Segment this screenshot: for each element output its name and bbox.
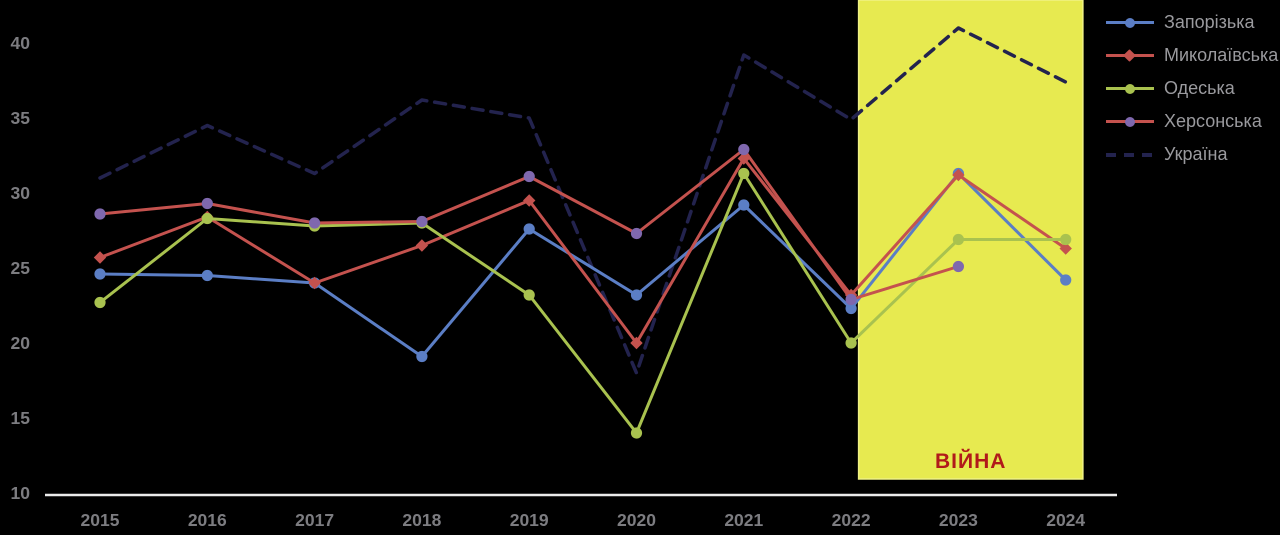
y-tick-label: 25 <box>11 258 31 278</box>
x-tick-label: 2017 <box>295 510 334 530</box>
data-point-marker <box>1059 242 1072 255</box>
x-tick-label: 2018 <box>402 510 441 530</box>
data-point-marker <box>952 233 965 246</box>
data-point-marker <box>737 152 750 165</box>
legend-label: Україна <box>1164 144 1228 164</box>
data-point-marker <box>309 217 321 229</box>
data-point-marker <box>93 251 107 264</box>
x-tick-label: 2021 <box>724 510 763 530</box>
data-point-marker <box>952 260 965 273</box>
data-point-marker <box>630 336 643 350</box>
data-point-marker <box>630 427 643 439</box>
data-point-marker <box>523 170 535 183</box>
data-point-marker <box>201 269 213 282</box>
data-point-marker <box>416 215 428 228</box>
data-point-marker <box>523 194 536 207</box>
x-tick-label: 2023 <box>939 510 978 530</box>
data-point-marker <box>416 350 428 363</box>
data-point-marker <box>201 197 213 210</box>
data-point-marker <box>845 337 857 349</box>
y-tick-label: 10 <box>11 483 31 503</box>
legend-label: Миколаївська <box>1164 45 1279 65</box>
y-tick-label: 15 <box>11 408 31 428</box>
chart-legend: Запорізька Миколаївська Одеська Херсонсь… <box>1106 6 1278 171</box>
y-tick-label: 40 <box>11 33 31 53</box>
legend-item-odeska: Одеська <box>1106 72 1278 105</box>
y-tick-label: 20 <box>11 333 31 353</box>
data-point-marker <box>630 289 643 301</box>
data-point-marker <box>738 143 750 156</box>
legend-item-mykolaivska: Миколаївська <box>1106 39 1278 72</box>
war-annotation-label: ВІЙНА <box>935 450 1007 473</box>
legend-label: Херсонська <box>1164 111 1262 131</box>
legend-swatch-line-icon <box>1106 82 1154 96</box>
legend-swatch-line-icon <box>1106 115 1154 129</box>
data-point-marker <box>523 223 535 235</box>
data-point-marker <box>738 199 750 211</box>
data-point-marker <box>630 227 643 240</box>
series-line-0 <box>98 172 1068 358</box>
data-point-marker <box>94 296 106 309</box>
data-point-marker <box>1060 233 1072 246</box>
x-tick-label: 2015 <box>81 510 120 530</box>
x-tick-label: 2024 <box>1046 510 1085 530</box>
series-line-1 <box>98 157 1068 345</box>
legend-item-khersonska: Херсонська <box>1106 105 1278 138</box>
y-tick-label: 30 <box>11 183 31 203</box>
legend-item-zaporizka: Запорізька <box>1106 6 1278 39</box>
legend-label: Одеська <box>1164 78 1235 98</box>
series-line-4 <box>98 26 1068 375</box>
legend-swatch-line-icon <box>1106 49 1154 63</box>
data-point-marker <box>201 212 213 225</box>
data-point-marker <box>94 268 106 280</box>
series-line-2 <box>98 172 1068 435</box>
x-tick-label: 2020 <box>617 510 656 530</box>
data-point-marker <box>1060 274 1072 286</box>
legend-label: Запорізька <box>1164 12 1255 32</box>
x-tick-label: 2016 <box>188 510 227 530</box>
data-point-marker <box>523 289 535 301</box>
legend-swatch-line-icon <box>1106 16 1154 30</box>
data-point-marker <box>94 208 106 220</box>
x-tick-label: 2022 <box>832 510 871 530</box>
data-point-marker <box>308 276 321 290</box>
data-point-marker <box>845 293 857 306</box>
legend-swatch-dashed-line-icon <box>1106 148 1154 162</box>
data-point-marker <box>845 302 857 315</box>
data-point-marker <box>952 168 965 182</box>
y-tick-label: 35 <box>11 108 31 128</box>
data-point-marker <box>415 239 429 252</box>
legend-item-ukraina: Україна <box>1106 138 1278 171</box>
x-tick-label: 2019 <box>510 510 549 530</box>
data-point-marker <box>738 167 750 180</box>
